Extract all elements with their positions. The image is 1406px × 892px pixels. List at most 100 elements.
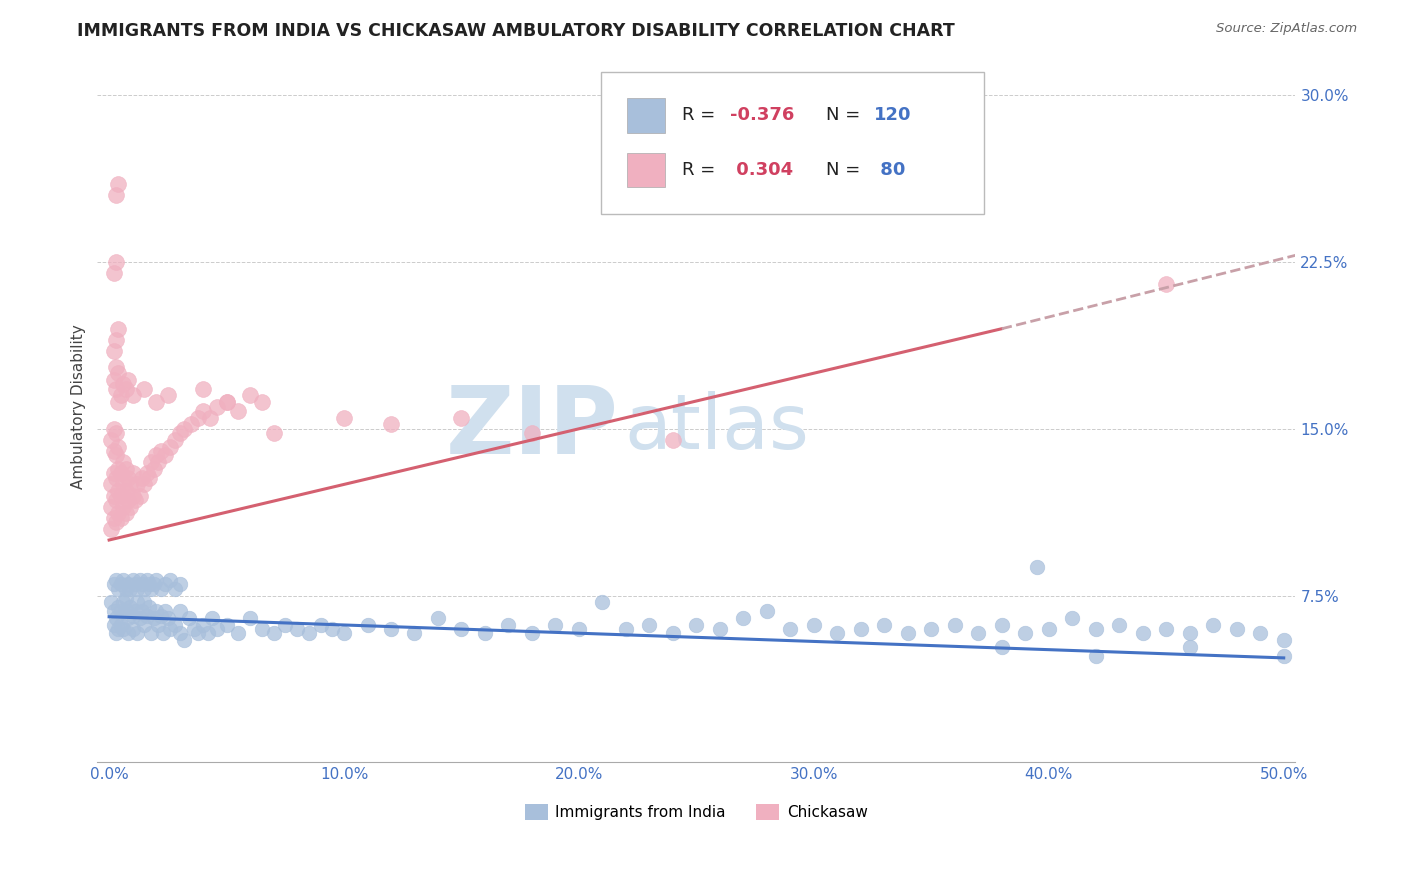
Point — [103, 373, 125, 387]
Point — [134, 617, 156, 632]
Point — [107, 395, 129, 409]
Point — [1178, 626, 1201, 640]
Point — [107, 599, 129, 614]
Point — [134, 382, 156, 396]
Point — [103, 467, 125, 481]
Point — [215, 395, 238, 409]
Point — [128, 573, 150, 587]
Point — [152, 626, 174, 640]
Point — [112, 595, 135, 609]
Point — [755, 604, 778, 618]
Point — [141, 455, 163, 469]
Point — [105, 515, 128, 529]
Point — [1014, 626, 1036, 640]
Point — [187, 626, 209, 640]
Text: atlas: atlas — [624, 391, 810, 465]
Point — [107, 506, 129, 520]
Point — [155, 577, 177, 591]
Point — [145, 449, 167, 463]
Text: Source: ZipAtlas.com: Source: ZipAtlas.com — [1216, 22, 1357, 36]
Point — [159, 622, 181, 636]
Point — [128, 489, 150, 503]
Point — [169, 626, 191, 640]
Point — [131, 604, 153, 618]
Point — [205, 622, 228, 636]
Point — [110, 577, 132, 591]
Point — [110, 489, 132, 503]
Point — [149, 608, 172, 623]
Point — [112, 573, 135, 587]
Point — [107, 366, 129, 380]
Point — [1026, 559, 1049, 574]
Point — [100, 433, 122, 447]
Point — [156, 388, 179, 402]
Point — [1062, 611, 1084, 625]
Point — [321, 622, 343, 636]
Text: N =: N = — [825, 161, 866, 179]
Point — [131, 471, 153, 485]
Point — [149, 582, 172, 596]
Text: 80: 80 — [873, 161, 905, 179]
Point — [107, 582, 129, 596]
Point — [127, 477, 149, 491]
Point — [145, 395, 167, 409]
Point — [134, 582, 156, 596]
Point — [169, 426, 191, 441]
Point — [591, 595, 613, 609]
Point — [156, 611, 179, 625]
Point — [142, 462, 165, 476]
Point — [991, 617, 1014, 632]
Point — [250, 622, 273, 636]
Point — [1038, 622, 1060, 636]
Point — [103, 266, 125, 280]
Point — [191, 617, 214, 632]
Point — [191, 382, 214, 396]
Point — [187, 410, 209, 425]
Point — [121, 573, 143, 587]
Point — [134, 595, 156, 609]
Point — [873, 617, 896, 632]
Point — [107, 462, 129, 476]
Point — [159, 440, 181, 454]
Point — [124, 493, 146, 508]
Point — [991, 640, 1014, 654]
Point — [135, 467, 157, 481]
Point — [105, 426, 128, 441]
Point — [205, 400, 228, 414]
Point — [105, 188, 128, 202]
Text: -0.376: -0.376 — [730, 106, 794, 124]
Point — [134, 477, 156, 491]
Point — [105, 493, 128, 508]
Point — [163, 582, 186, 596]
Point — [121, 622, 143, 636]
Point — [183, 622, 205, 636]
Point — [120, 477, 142, 491]
Point — [138, 577, 160, 591]
Point — [105, 573, 128, 587]
Point — [105, 382, 128, 396]
Point — [173, 633, 195, 648]
Point — [135, 608, 157, 623]
Point — [662, 433, 685, 447]
Point — [250, 395, 273, 409]
Point — [380, 417, 402, 432]
Point — [226, 404, 249, 418]
Point — [226, 626, 249, 640]
Point — [191, 404, 214, 418]
Point — [105, 471, 128, 485]
Point — [114, 582, 136, 596]
Point — [404, 626, 426, 640]
Point — [1178, 640, 1201, 654]
Point — [112, 455, 135, 469]
Point — [112, 500, 135, 514]
Point — [1108, 617, 1130, 632]
Legend: Immigrants from India, Chickasaw: Immigrants from India, Chickasaw — [519, 797, 875, 826]
Point — [112, 377, 135, 392]
Point — [127, 595, 149, 609]
Point — [117, 373, 139, 387]
Point — [239, 611, 262, 625]
Point — [779, 622, 801, 636]
Point — [1202, 617, 1225, 632]
Point — [1154, 277, 1177, 292]
Point — [121, 608, 143, 623]
